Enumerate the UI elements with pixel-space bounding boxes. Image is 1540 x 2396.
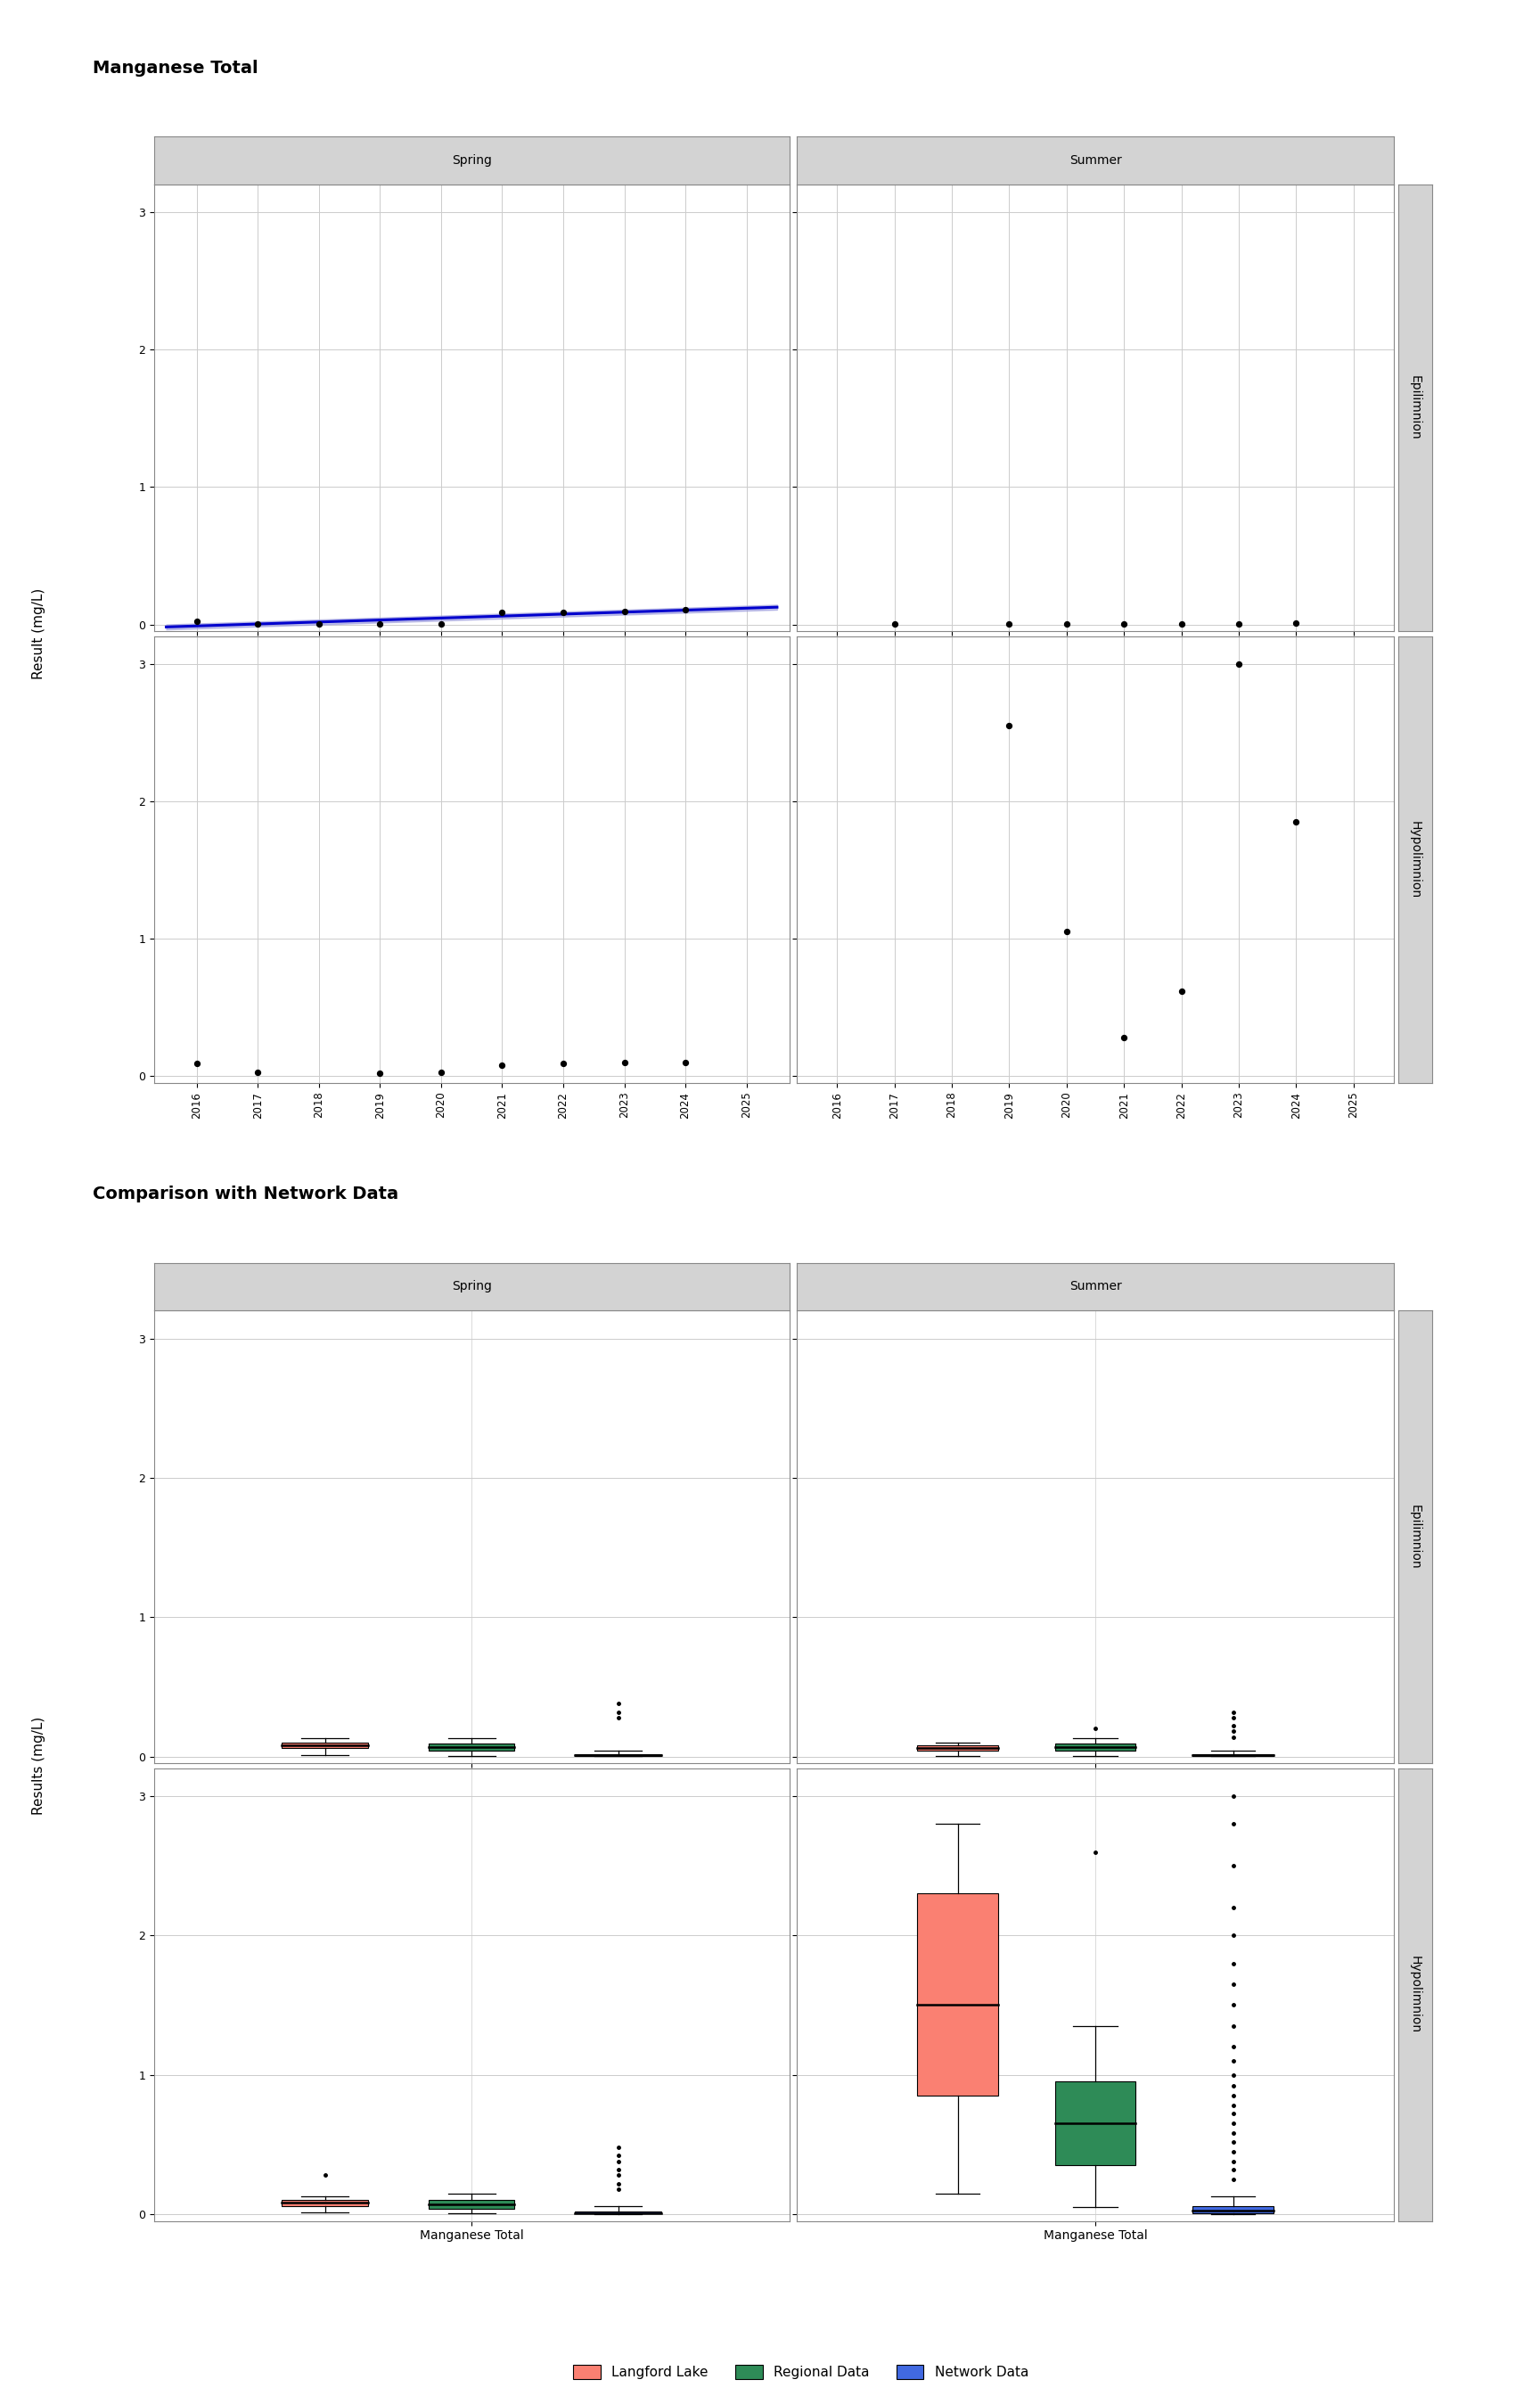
Point [428,1052,453,1090]
Point [1284,604,1309,642]
Text: Manganese Total: Manganese Total [92,60,257,77]
Point [1169,973,1193,1011]
Text: Result (mg/L): Result (mg/L) [32,587,45,680]
Bar [428,2200,514,2209]
Bar [428,1744,514,1751]
Point [185,1045,209,1083]
Point [882,604,907,642]
Point [611,592,636,630]
Text: Spring: Spring [451,1279,491,1294]
Point [1226,645,1250,683]
Text: Epilimnion: Epilimnion [1409,376,1421,441]
Point [1055,604,1080,642]
Point [490,594,514,633]
Point [185,601,209,640]
Point [673,589,698,628]
Point [245,604,270,642]
Text: Comparison with Network Data: Comparison with Network Data [92,1186,399,1203]
Bar [1055,1744,1135,1751]
Point [1112,1018,1137,1057]
Bar [282,2200,368,2207]
Point [1055,913,1080,951]
Text: Hypolimnion: Hypolimnion [1409,822,1421,898]
Bar [918,1893,998,2096]
Point [551,1045,576,1083]
Bar [1192,2207,1274,2214]
Point [306,604,331,642]
Text: Results (mg/L): Results (mg/L) [32,1716,45,1816]
Point [673,1042,698,1081]
Point [551,592,576,630]
Point [1226,604,1250,642]
Bar [282,1742,368,1749]
Text: Summer: Summer [1069,1279,1121,1294]
Text: Hypolimnion: Hypolimnion [1409,1955,1421,2034]
Point [1112,604,1137,642]
Point [1169,604,1193,642]
Bar [918,1744,998,1751]
Bar [1055,2082,1135,2166]
Point [1284,803,1309,841]
Point [428,606,453,645]
Text: Epilimnion: Epilimnion [1409,1505,1421,1569]
Text: Spring: Spring [451,153,491,168]
Point [611,1042,636,1081]
Point [368,1054,393,1093]
Point [490,1047,514,1085]
Point [368,604,393,642]
Text: Summer: Summer [1069,153,1121,168]
Point [996,707,1021,745]
Point [996,604,1021,642]
Point [245,1052,270,1090]
Legend: Langford Lake, Regional Data, Network Data: Langford Lake, Regional Data, Network Da… [568,2360,1033,2384]
